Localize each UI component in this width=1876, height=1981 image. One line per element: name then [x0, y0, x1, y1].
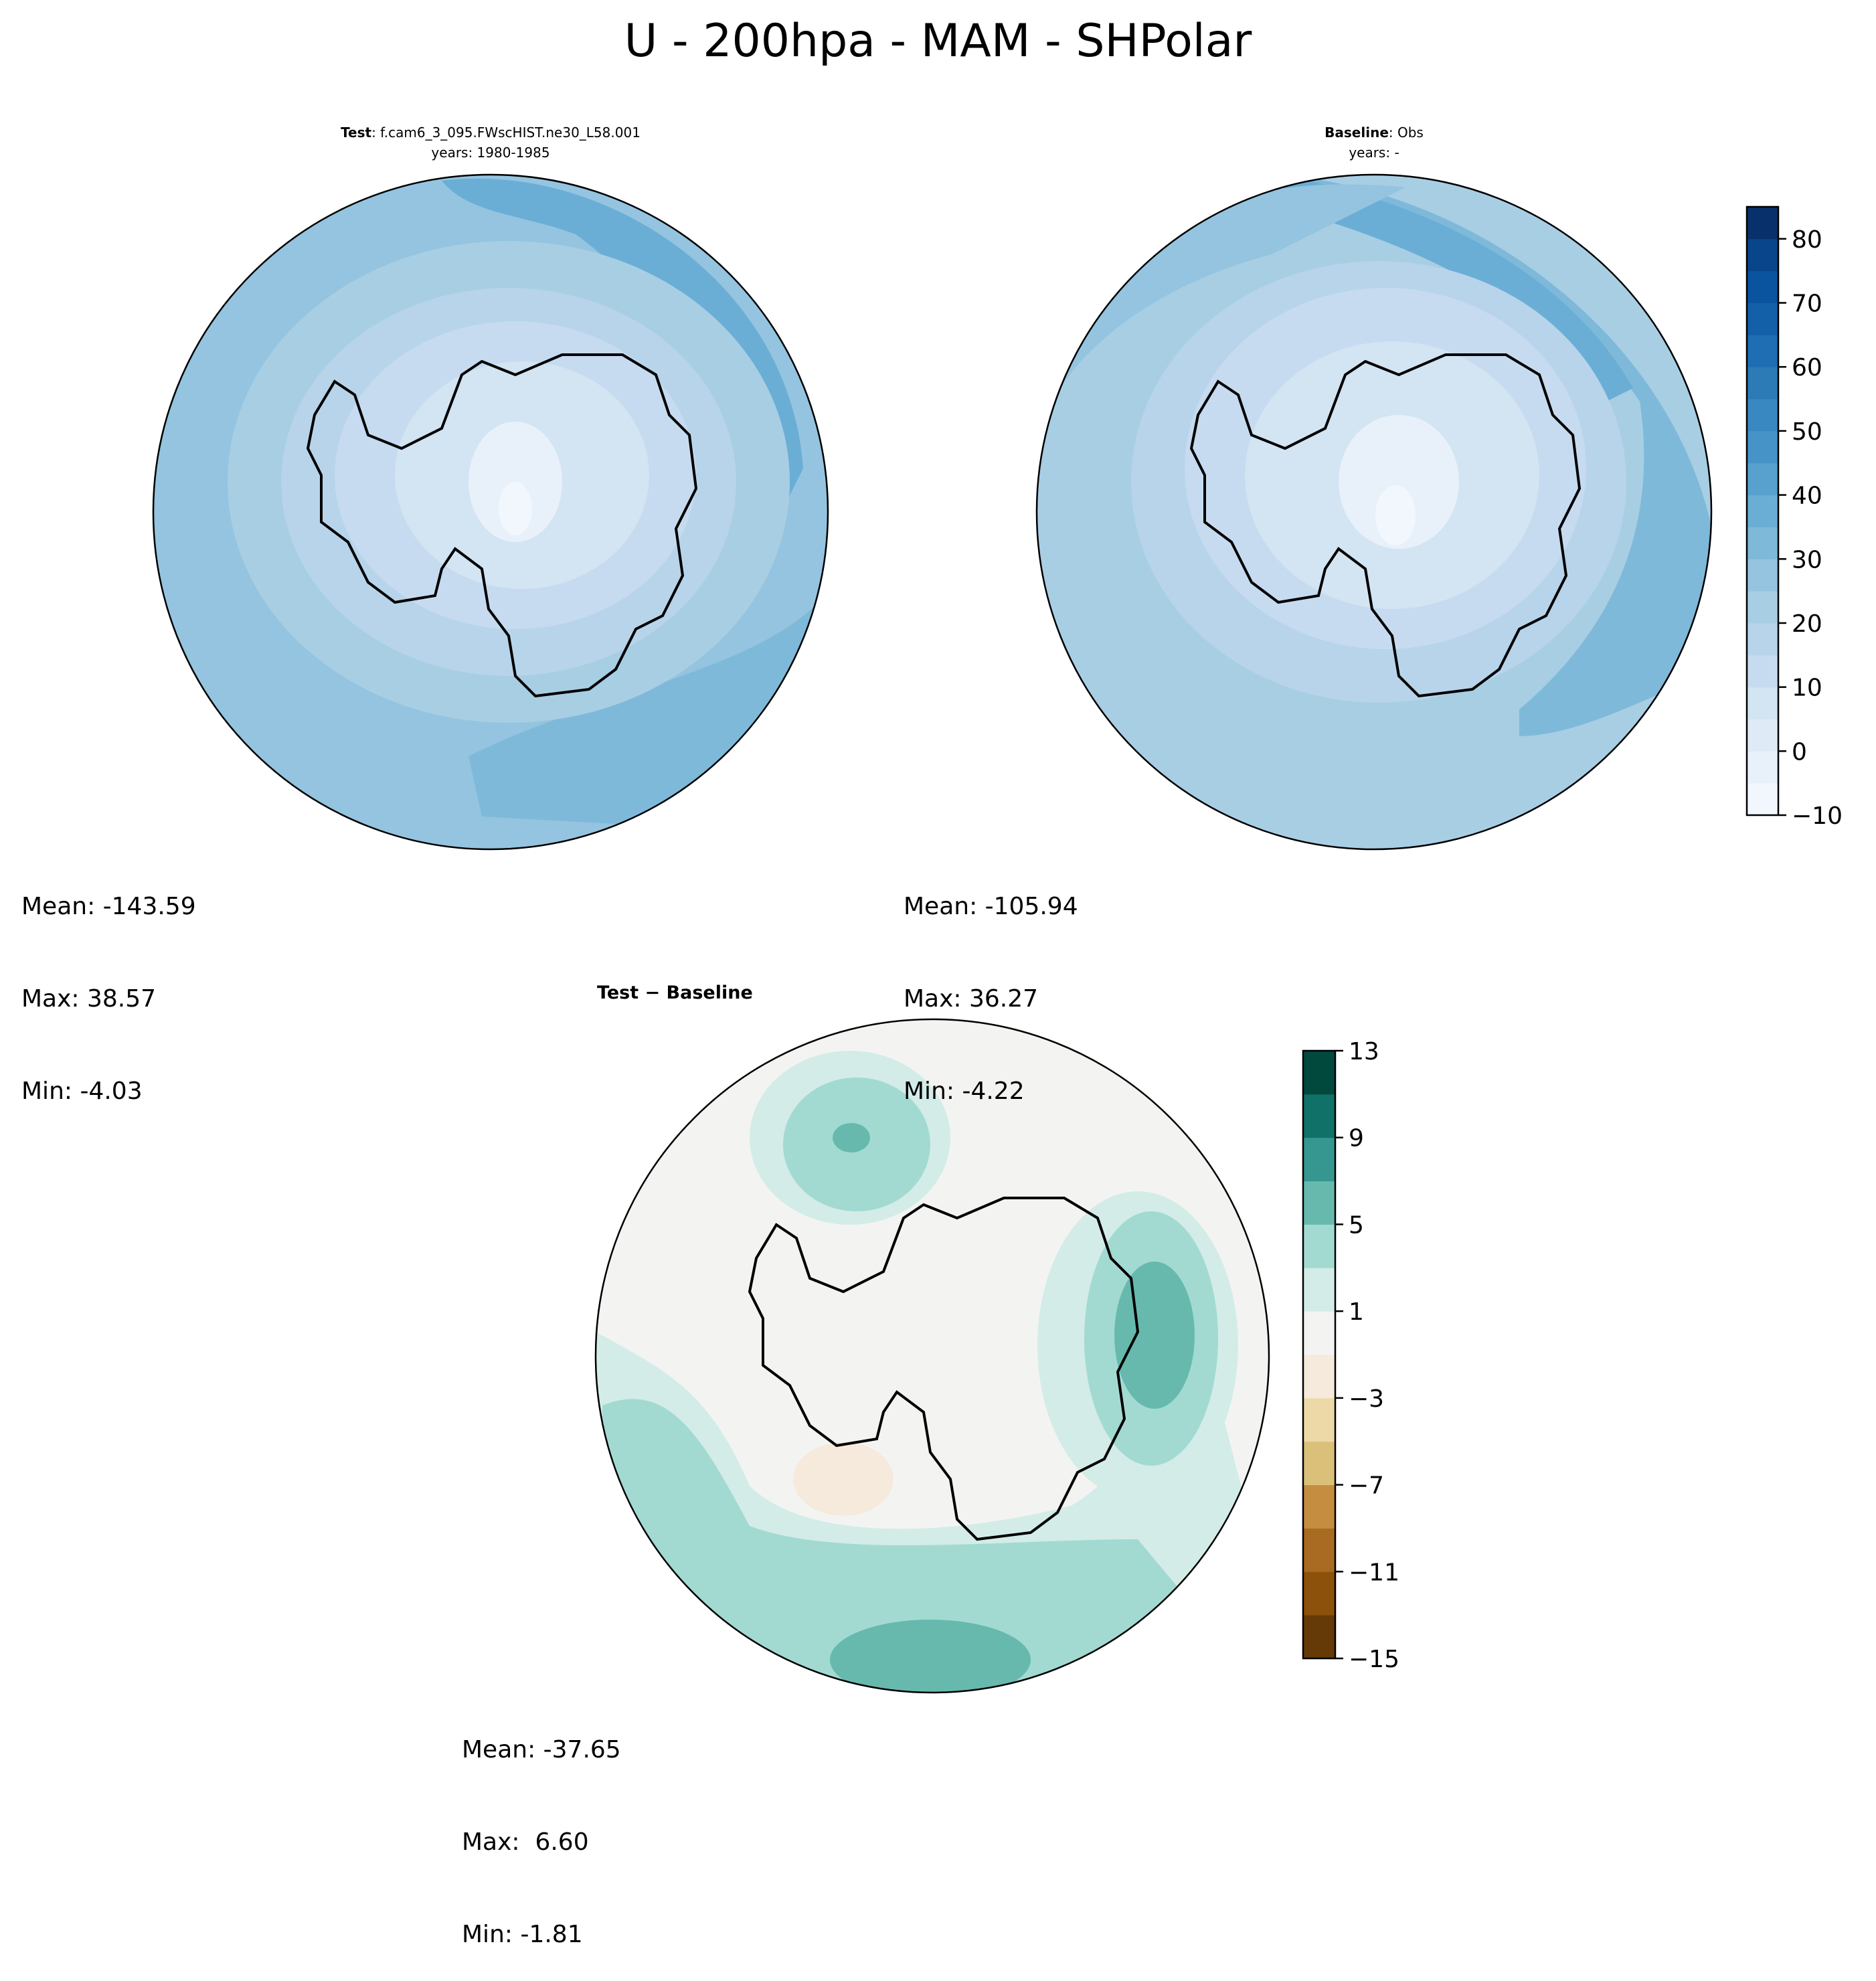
- baseline-years: years: -: [1349, 145, 1399, 161]
- colorbar-diff: −15 −11 −7 −3 1 5 9 13: [1302, 1038, 1399, 1673]
- colorbar-band: [1303, 1051, 1335, 1095]
- colorbar-frame: [1302, 1049, 1337, 1660]
- baseline-title-bold: Baseline: [1325, 124, 1389, 141]
- colorbar-tick-label: 40: [1792, 483, 1822, 510]
- test-stats: Mean: -143.59 Max: 38.57 Min: -4.03: [21, 830, 196, 1138]
- baseline-max: Max: 36.27: [904, 985, 1039, 1013]
- colorbar-band: [1303, 1355, 1335, 1399]
- diff-stats: Mean: -37.65 Max: 6.60 Min: -1.81: [462, 1673, 621, 1981]
- colorbar-band: [1747, 367, 1778, 400]
- colorbar-band: [1303, 1137, 1335, 1182]
- colorbar-tick-label: −10: [1792, 802, 1843, 830]
- baseline-panel-title: Baseline: Obs years: -: [1106, 122, 1642, 163]
- test-panel-title: Test: f.cam6_3_095.FWscHIST.ne30_L58.001…: [223, 122, 758, 163]
- colorbar-band: [1303, 1571, 1335, 1616]
- colorbar-band: [1303, 1615, 1335, 1659]
- colorbar-tick-label: −15: [1349, 1646, 1399, 1673]
- colorbar-band: [1303, 1528, 1335, 1572]
- colorbar-band: [1747, 335, 1778, 367]
- colorbar-tick-label: −7: [1349, 1472, 1384, 1500]
- colorbar-tick-label: 60: [1792, 354, 1822, 381]
- colorbar-tick-label: 70: [1792, 290, 1822, 318]
- baseline-title-case: : Obs: [1388, 124, 1424, 141]
- baseline-min: Min: -4.22: [904, 1078, 1025, 1105]
- diff-map: [596, 1019, 1269, 1693]
- figure-title: U - 200hpa - MAM - SHPolar: [624, 15, 1252, 68]
- colorbar-band: [1747, 399, 1778, 432]
- colorbar-band: [1747, 270, 1778, 304]
- colorbar-band: [1747, 622, 1778, 656]
- colorbar-tick-label: 1: [1349, 1298, 1364, 1326]
- baseline-map: [1037, 175, 1711, 849]
- colorbar-band: [1303, 1484, 1335, 1529]
- colorbar-tick-label: 30: [1792, 546, 1822, 574]
- diff-mean: Mean: -37.65: [462, 1736, 621, 1763]
- colorbar-band: [1303, 1224, 1335, 1268]
- colorbar-band: [1747, 719, 1778, 752]
- colorbar-band: [1747, 751, 1778, 784]
- colorbar-tick-label: −3: [1349, 1385, 1384, 1413]
- test-title-bold: Test: [341, 124, 372, 141]
- colorbar-tick-label: −11: [1349, 1559, 1399, 1586]
- colorbar-band: [1747, 687, 1778, 719]
- colorbar-band: [1747, 430, 1778, 464]
- baseline-stats: Mean: -105.94 Max: 36.27 Min: -4.22: [904, 830, 1078, 1138]
- test-min: Min: -4.03: [21, 1078, 143, 1105]
- baseline-mean: Mean: -105.94: [904, 893, 1078, 920]
- colorbar-band: [1303, 1441, 1335, 1486]
- colorbar-band: [1747, 591, 1778, 624]
- colorbar-band: [1303, 1311, 1335, 1355]
- colorbar-band: [1747, 303, 1778, 335]
- colorbar-band: [1747, 495, 1778, 527]
- colorbar-tick-label: 13: [1349, 1038, 1379, 1065]
- colorbar-band: [1747, 462, 1778, 496]
- colorbar-tick-label: 5: [1349, 1211, 1364, 1239]
- colorbar-band: [1747, 238, 1778, 272]
- diff-max: Max: 6.60: [462, 1828, 589, 1856]
- test-max: Max: 38.57: [21, 985, 157, 1013]
- colorbar-tick-label: 10: [1792, 675, 1822, 702]
- colorbar-band: [1303, 1181, 1335, 1225]
- colorbar-band: [1747, 559, 1778, 592]
- colorbar-band: [1303, 1397, 1335, 1442]
- maps-canvas: −10 0 10 20 30 40 50 60 70 80 −15 −11 −7 −3 1 5 9 13: [152, 173, 1843, 1694]
- colorbar-band: [1747, 783, 1778, 816]
- test-mean: Mean: -143.59: [21, 893, 196, 920]
- test-map: [153, 175, 828, 849]
- colorbar-frame: [1745, 205, 1780, 816]
- colorbar-band: [1747, 207, 1778, 240]
- colorbar-band: [1747, 655, 1778, 688]
- colorbar-tick-label: 20: [1792, 610, 1822, 638]
- colorbar-band: [1747, 527, 1778, 559]
- colorbar-tick-label: 80: [1792, 226, 1822, 254]
- colorbar-tick-label: 0: [1792, 738, 1807, 766]
- colorbar-tick-label: 50: [1792, 418, 1822, 446]
- colorbar-band: [1303, 1268, 1335, 1312]
- test-years: years: 1980-1985: [431, 145, 550, 161]
- colorbar-tick-label: 9: [1349, 1125, 1364, 1152]
- diff-panel-title: Test − Baseline: [597, 982, 753, 1003]
- test-title-case: : f.cam6_3_095.FWscHIST.ne30_L58.001: [371, 124, 641, 141]
- diff-min: Min: -1.81: [462, 1921, 583, 1948]
- colorbar-main: −10 0 10 20 30 40 50 60 70 80: [1745, 205, 1843, 830]
- colorbar-band: [1303, 1094, 1335, 1138]
